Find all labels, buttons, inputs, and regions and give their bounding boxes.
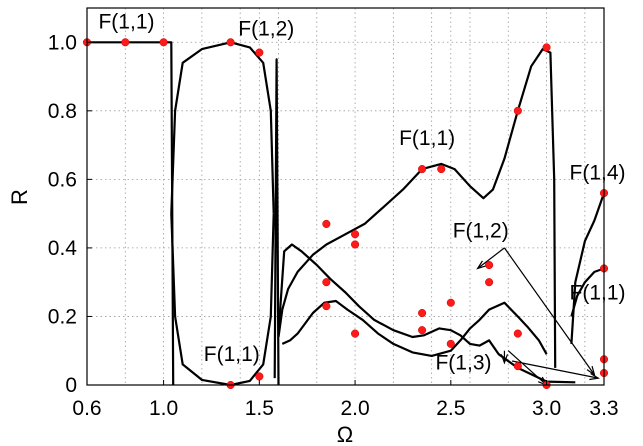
data-point: [255, 48, 264, 57]
x-tick-label: 1.5: [245, 397, 274, 420]
series-group: [87, 41, 606, 387]
y-tick-label: 1.0: [48, 31, 77, 54]
y-tick-label: 0.4: [48, 237, 78, 260]
annotation-label: F(1,4): [570, 161, 626, 184]
x-tick-label: 2.0: [340, 397, 369, 420]
series-line-5: [277, 48, 557, 368]
annotation-arrow: [511, 360, 599, 379]
x-tick-label: 3.0: [532, 397, 561, 420]
annotation-label: F(1,2): [238, 17, 294, 40]
y-tick-label: 0.8: [48, 100, 77, 123]
data-point: [322, 302, 331, 311]
data-point: [418, 308, 427, 318]
data-point: [446, 339, 455, 348]
y-tick-label: 0.6: [48, 168, 77, 191]
data-point: [513, 106, 522, 115]
data-point: [542, 43, 551, 52]
y-tick-label: 0: [65, 374, 77, 397]
data-point: [121, 38, 130, 47]
data-point: [418, 326, 427, 335]
annotation-arrow: [503, 247, 595, 376]
arrow-head: [476, 260, 487, 270]
series-line-9: [570, 267, 605, 317]
data-point: [351, 329, 360, 338]
arrow-head: [589, 372, 600, 381]
x-tick-label: 2.5: [436, 397, 465, 420]
marker-group: [82, 38, 609, 390]
annotations: F(1,1) F(1,2) F(1,1) F(1,1) F(1,4) F(1,2) F(1,…: [98, 11, 625, 375]
series-line-4: [273, 58, 280, 386]
annotation-label: F(1,1): [570, 281, 626, 304]
annotation-label: F(1,1): [204, 343, 260, 366]
data-point: [351, 230, 360, 239]
annotation-arrow: [477, 247, 505, 269]
series-line-2: [170, 41, 275, 214]
y-axis-title: R: [7, 189, 32, 205]
plot-frame: [86, 7, 605, 386]
data-point: [351, 240, 360, 249]
series-line-1: [87, 41, 175, 386]
series-line-8: [570, 192, 606, 344]
x-tick-label: 1.0: [149, 397, 178, 420]
x-tick-label: 3.3: [589, 397, 618, 420]
annotation-label: F(1,2): [453, 220, 509, 243]
series-line-6: [277, 243, 576, 384]
x-tick-label: 0.6: [72, 397, 101, 420]
data-point: [322, 278, 331, 287]
data-point: [159, 38, 168, 47]
annotation-label: F(1,1): [399, 127, 455, 150]
y-tick-label: 0.2: [48, 305, 77, 328]
annotation-arrow: [507, 350, 547, 386]
data-point: [418, 165, 427, 174]
data-point: [255, 372, 264, 381]
grid-lines: [87, 8, 604, 385]
data-point: [485, 278, 494, 287]
data-point: [485, 260, 494, 270]
arrow-head: [586, 365, 596, 377]
data-point: [513, 362, 522, 371]
arrow-head: [500, 354, 509, 365]
data-point: [446, 298, 455, 307]
annotation-label: F(1,3): [435, 352, 491, 375]
data-point: [513, 329, 522, 338]
x-axis-title: Ω: [337, 422, 353, 446]
data-point: [322, 219, 331, 228]
annotation-label: F(1,1): [98, 11, 154, 34]
data-point: [226, 38, 235, 47]
data-point: [437, 165, 446, 174]
ticks: 0.6 1.0 1.5 2.0 2.5 3.0 3.3 0 0.2 0.4 0.6 0.8 1.0: [48, 31, 619, 420]
series-line-7: [281, 299, 548, 357]
